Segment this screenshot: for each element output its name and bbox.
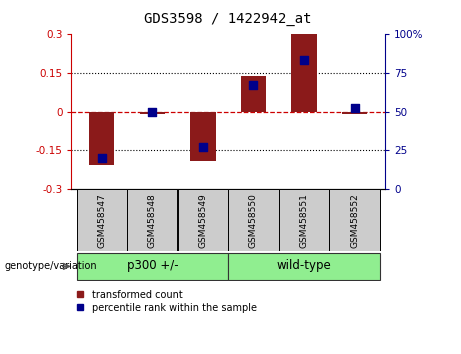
Text: GSM458547: GSM458547 — [97, 193, 106, 248]
Text: p300 +/-: p300 +/- — [126, 259, 178, 272]
Text: GSM458552: GSM458552 — [350, 193, 359, 248]
Point — [199, 144, 207, 150]
Legend: transformed count, percentile rank within the sample: transformed count, percentile rank withi… — [77, 290, 257, 313]
Text: GSM458548: GSM458548 — [148, 193, 157, 248]
Text: GSM458550: GSM458550 — [249, 193, 258, 248]
Bar — [127, 189, 177, 251]
Text: wild-type: wild-type — [277, 259, 331, 272]
Point — [148, 109, 156, 114]
Text: genotype/variation: genotype/variation — [5, 261, 97, 272]
Bar — [330, 189, 380, 251]
Point — [301, 57, 308, 63]
Point — [250, 82, 257, 88]
Point — [351, 105, 358, 111]
Bar — [140, 112, 165, 114]
Bar — [77, 189, 127, 251]
Bar — [291, 34, 317, 112]
Point — [98, 155, 106, 161]
Bar — [190, 112, 216, 161]
Text: GDS3598 / 1422942_at: GDS3598 / 1422942_at — [144, 12, 312, 27]
Text: GSM458549: GSM458549 — [198, 193, 207, 248]
Bar — [279, 189, 329, 251]
Bar — [228, 253, 380, 280]
Bar — [77, 253, 228, 280]
Bar — [228, 189, 278, 251]
Bar — [342, 112, 367, 114]
Bar — [241, 76, 266, 112]
Bar — [178, 189, 228, 251]
Text: GSM458551: GSM458551 — [300, 193, 308, 248]
Bar — [89, 112, 114, 165]
